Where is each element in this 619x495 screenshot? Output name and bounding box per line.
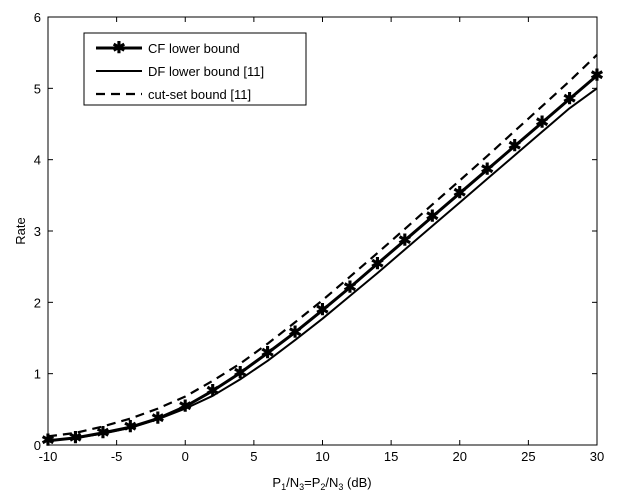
x-axis-label: P1/N3=P2/N3 (dB) xyxy=(272,475,371,492)
data-point-marker: ✱ xyxy=(41,433,54,450)
x-tick-label: 0 xyxy=(182,449,189,464)
data-point-marker: ✱ xyxy=(69,430,82,447)
y-axis-label: Rate xyxy=(13,217,28,244)
y-tick-label: 3 xyxy=(34,224,41,239)
data-point-marker: ✱ xyxy=(508,138,521,155)
y-tick-label: 4 xyxy=(34,153,41,168)
x-tick-label: 5 xyxy=(250,449,257,464)
x-tick-label: 15 xyxy=(384,449,398,464)
data-point-marker: ✱ xyxy=(563,91,576,108)
data-point-marker: ✱ xyxy=(206,383,219,400)
legend-label-cf: CF lower bound xyxy=(148,41,240,56)
x-tick-label: 30 xyxy=(590,449,604,464)
data-point-marker: ✱ xyxy=(179,398,192,415)
data-point-marker: ✱ xyxy=(535,115,548,132)
data-point-marker: ✱ xyxy=(124,419,137,436)
data-point-marker: ✱ xyxy=(343,279,356,296)
y-tick-label: 6 xyxy=(34,10,41,25)
data-point-marker: ✱ xyxy=(316,302,329,319)
x-tick-label: 20 xyxy=(453,449,467,464)
data-point-marker: ✱ xyxy=(233,365,246,382)
y-tick-label: 2 xyxy=(34,295,41,310)
series-layer: ✱ ✱ ✱ ✱ ✱ ✱ ✱ ✱ ✱ ✱ ✱ ✱ ✱ ✱ ✱ ✱ ✱ ✱ ✱ ✱ ✱ xyxy=(41,54,604,450)
legend-box xyxy=(83,32,307,106)
legend-label-df: DF lower bound [11] xyxy=(148,64,264,79)
data-point-marker: ✱ xyxy=(371,256,384,273)
x-tick-label: -10 xyxy=(39,449,58,464)
data-point-marker: ✱ xyxy=(96,425,109,442)
y-tick-label: 0 xyxy=(34,438,41,453)
legend-label-cutset: cut-set bound [11] xyxy=(148,87,251,102)
y-tick-label: 1 xyxy=(34,367,41,382)
axis-ticks: -10 -5 0 5 10 15 20 25 30 0 1 2 3 4 5 6 xyxy=(34,10,604,464)
x-tick-label: 25 xyxy=(521,449,535,464)
data-point-marker: ✱ xyxy=(453,185,466,202)
data-point-marker: ✱ xyxy=(480,162,493,179)
data-point-marker: ✱ xyxy=(151,411,164,428)
data-point-marker: ✱ xyxy=(261,345,274,362)
series-line-2 xyxy=(47,54,598,438)
legend: ✱ CF lower bound DF lower bound [11] cut… xyxy=(83,32,307,106)
x-tick-label: 10 xyxy=(315,449,329,464)
data-point-marker: ✱ xyxy=(288,324,301,341)
series-line-0 xyxy=(47,74,598,443)
data-point-marker: ✱ xyxy=(398,232,411,249)
y-tick-label: 5 xyxy=(34,81,41,96)
x-tick-label: -5 xyxy=(111,449,123,464)
data-point-marker: ✱ xyxy=(590,67,603,84)
data-point-marker: ✱ xyxy=(426,209,439,226)
legend-marker-cf: ✱ xyxy=(112,40,125,57)
